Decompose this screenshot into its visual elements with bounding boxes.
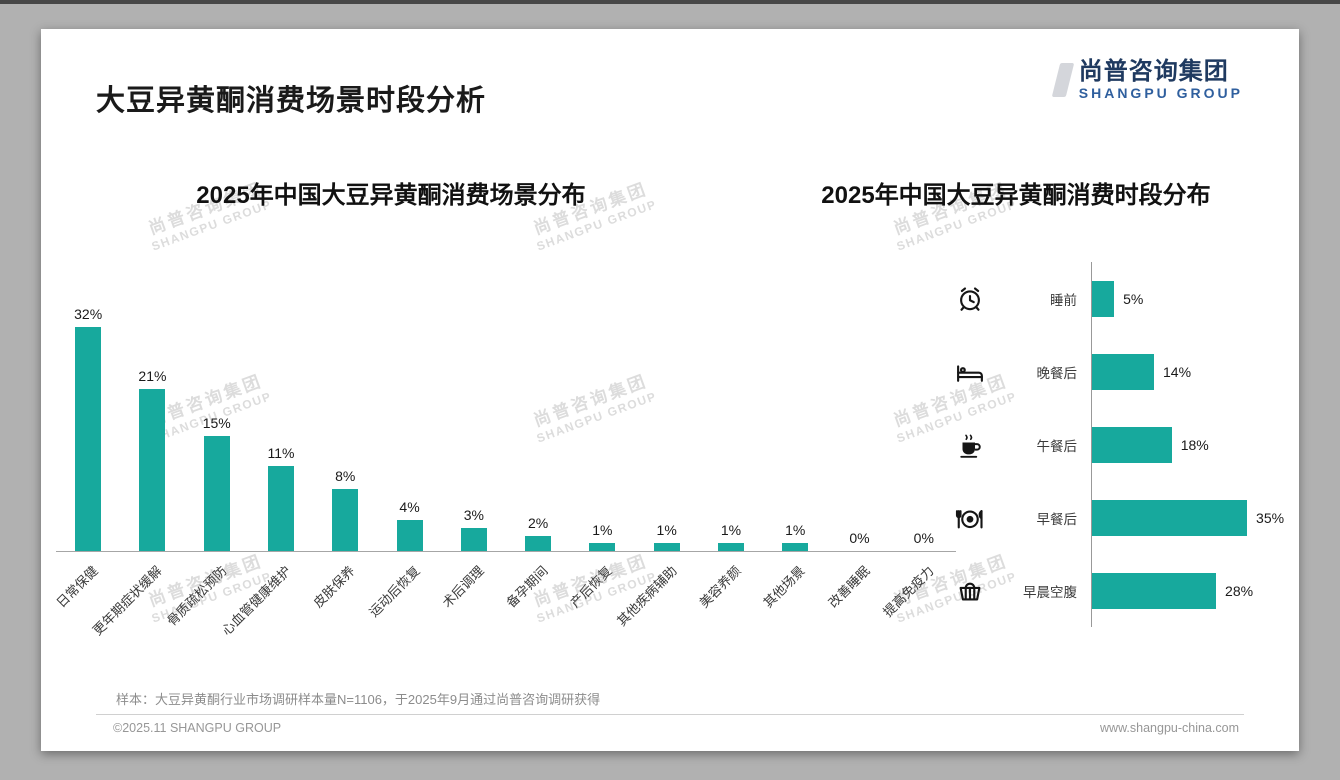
bar [653,543,680,551]
category-label: 产后恢复 [567,563,616,611]
sample-note: 样本：大豆异黄酮行业市场调研样本量N=1106，于2025年9月通过尚普咨询调研… [116,692,601,707]
time-row: 早餐后 35% [941,481,1299,554]
bar-value-label: 1% [656,522,677,539]
bar-column: 21% 更年期症状缓解 [90,306,184,638]
bar [139,389,166,551]
coffee-icon [953,430,987,460]
bar [589,543,616,551]
bar [332,489,359,551]
category-label: 其他疾病辅助 [613,563,680,629]
bar-value-label: 21% [138,368,167,385]
bar-value-label: 4% [399,499,420,516]
time-row: 午餐后 18% [941,408,1299,481]
bar-value-label: 15% [202,414,231,431]
bar-column: 1% 产后恢复 [568,306,634,611]
bar-value-label: 1% [720,522,742,539]
bar-column: 1% 美容养颜 [696,306,763,611]
bar-value-label: 8% [335,468,356,485]
bar [267,466,294,551]
bar [782,543,809,551]
category-label: 皮肤保养 [310,563,358,611]
scenario-bar-chart: 32% 日常保健 21% 更年期症状缓解 15% 骨质疏松预防 11% 心血管健康维护 8% 皮肤… [53,306,956,638]
bar-column: 11% 心血管健康维护 [219,306,313,638]
category-label: 骨质疏松预防 [163,563,230,629]
category-label: 运动后恢复 [365,563,423,620]
bar-value-label: 0% [849,530,870,546]
bar-value-label: 32% [74,306,103,322]
scenario-chart-title: 2025年中国大豆异黄酮消费场景分布 [196,182,586,209]
meal-icon [953,503,987,533]
time-label: 早餐后 [1036,511,1078,527]
bar [75,327,102,551]
logo-name-cn: 尚普咨询集团 [1078,58,1229,85]
bar-axis-area: 5% [1091,262,1299,335]
bar-value-label: 11% [267,445,295,462]
bar-value-label: 1% [592,522,613,539]
bar [460,527,487,551]
time-label: 晚餐后 [1036,365,1078,381]
time-label: 睡前 [1050,292,1077,308]
website-text: www.shangpu-china.com [1100,721,1239,735]
category-label: 日常保健 [53,563,101,611]
bar-column: 1% 其他场景 [761,306,827,611]
bar-column: 0% 改善睡眠 [825,306,891,611]
window-top-edge [0,0,1340,4]
bar [1092,572,1217,609]
bar-value-label: 5% [1123,290,1144,307]
bar-column: 8% 皮肤保养 [311,306,377,611]
bar-axis-area: 35% [1091,481,1299,554]
bar [525,535,552,551]
category-label: 备孕期间 [503,563,551,611]
bar-column: 15% 骨质疏松预防 [164,306,249,629]
bar-column: 4% 运动后恢复 [366,306,441,620]
footer-divider [96,714,1244,715]
bar-column: 32% 日常保健 [53,306,120,611]
bar-value-label: 3% [463,506,484,523]
bar [1092,426,1172,463]
bar [717,543,744,551]
bed-icon [953,357,987,387]
page-title: 大豆异黄酮消费场景时段分析 [96,85,487,117]
bar [203,435,230,551]
slide: 大豆异黄酮消费场景时段分析 尚普咨询集团 SHANGPU GROUP 尚普咨询集… [41,29,1299,751]
logo-mark-icon [1051,63,1075,98]
copyright-text: ©2025.11 SHANGPU GROUP [113,721,282,735]
category-label: 提高免疫力 [879,563,937,620]
bar-axis-area: 14% [1091,335,1299,408]
bar-value-label: 28% [1225,582,1254,599]
bar-value-label: 0% [913,530,934,546]
bar-axis-area: 28% [1091,554,1299,627]
category-label: 美容养颜 [696,563,744,611]
bar [1092,499,1248,536]
time-bar-chart: 睡前 5% 晚餐后 14% 午餐后 18% 早餐后 35% 早晨空腹 28% [941,262,1299,627]
bar [396,520,423,551]
time-row: 睡前 5% [941,262,1299,335]
bar-column: 0% 提高免疫力 [880,306,956,620]
logo: 尚普咨询集团 SHANGPU GROUP [1051,58,1243,102]
category-label: 改善睡眠 [824,563,873,611]
bar-value-label: 1% [785,522,806,539]
category-label: 术后调理 [439,563,487,611]
basket-icon [953,576,987,606]
alarm-clock-icon [953,284,987,314]
bar-column: 2% 备孕期间 [503,306,570,611]
logo-text: 尚普咨询集团 SHANGPU GROUP [1078,58,1243,102]
category-label: 其他场景 [760,563,808,611]
time-chart-title: 2025年中国大豆异黄酮消费时段分布 [821,182,1211,209]
time-label: 早晨空腹 [1023,584,1077,600]
bar-column: 1% 其他疾病辅助 [614,306,699,629]
bar-axis-area: 18% [1091,408,1299,481]
time-row: 早晨空腹 28% [941,554,1299,627]
bar [1092,353,1155,390]
bar-value-label: 35% [1256,509,1285,526]
time-label: 午餐后 [1036,438,1078,454]
time-row: 晚餐后 14% [941,335,1299,408]
bar-value-label: 18% [1180,436,1209,453]
bar-value-label: 2% [527,514,549,531]
bar [1092,280,1115,317]
logo-name-en: SHANGPU GROUP [1078,85,1243,102]
bar-column: 3% 术后调理 [439,306,506,611]
bar-value-label: 14% [1163,363,1192,380]
